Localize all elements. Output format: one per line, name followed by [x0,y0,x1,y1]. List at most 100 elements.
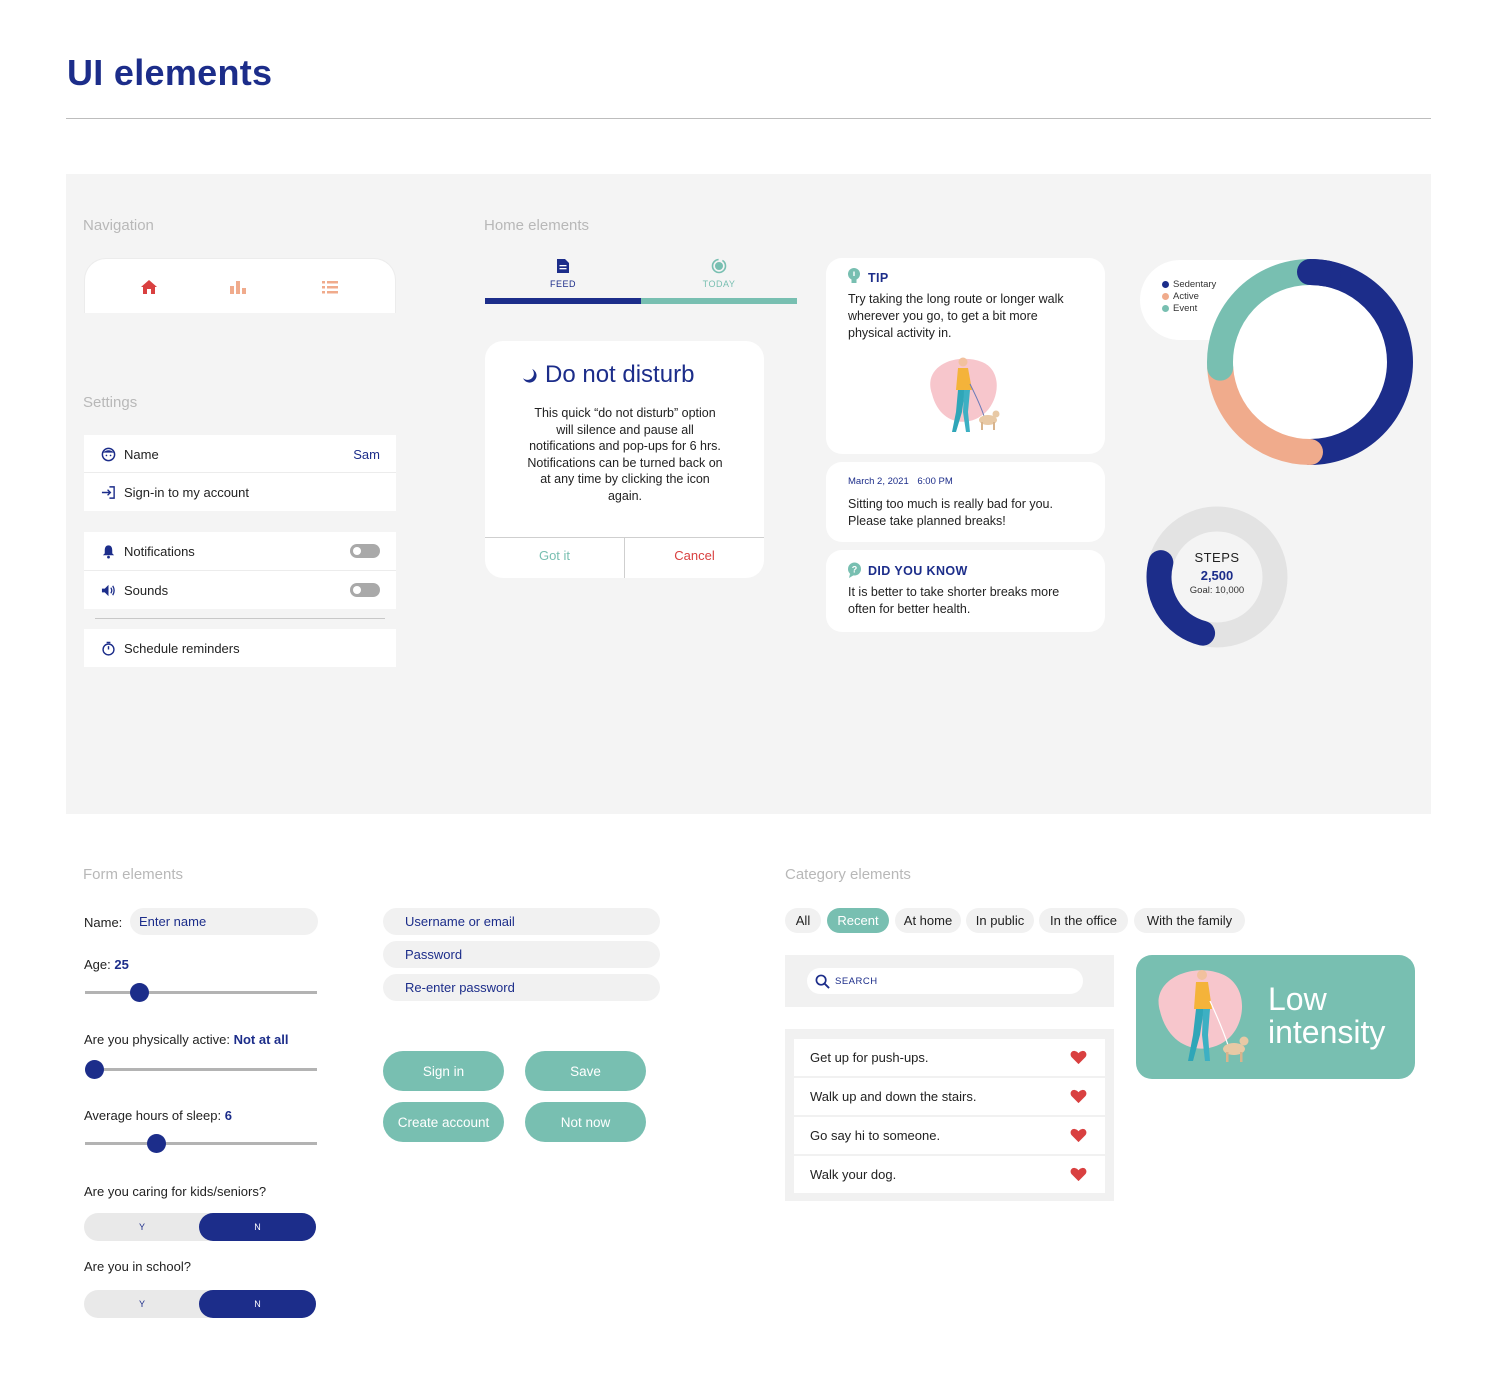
tab-feed[interactable]: FEED [485,258,641,289]
list-icon[interactable] [321,279,339,295]
sign-in-button[interactable]: Sign in [383,1051,504,1091]
heart-icon[interactable] [1070,1050,1087,1065]
target-icon [711,258,727,274]
page-title: UI elements [67,52,273,93]
home-section-label: Home elements [484,217,590,234]
low-intensity-card[interactable]: Low intensity [1136,955,1415,1079]
name-input[interactable]: Enter name [130,908,318,935]
password-input[interactable]: Password [383,941,660,968]
legend-dot [1162,305,1169,312]
sounds-toggle[interactable] [350,583,380,597]
message-date: March 2, 2021 [848,476,909,487]
settings-signin-row[interactable]: Sign-in to my account [84,473,396,511]
dialog-button-divider [624,537,625,578]
legend-label: Sedentary [1173,279,1217,290]
caring-yes-option[interactable]: Y [138,1222,145,1232]
tip-text: Try taking the long route or longer walk… [848,292,1064,340]
age-value: 25 [114,957,129,972]
not-now-button[interactable]: Not now [525,1102,646,1142]
legend-label: Event [1173,303,1198,314]
search-container: SEARCH [785,955,1114,1007]
school-yes-option[interactable]: Y [138,1299,145,1309]
caring-no-option[interactable]: N [199,1213,316,1241]
search-icon [815,974,830,989]
activity-level-label-text: Are you physically active: [84,1032,230,1047]
donut-segment-event [1207,259,1323,381]
tab-feed-label: FEED [549,279,576,289]
tab-today-label: TODAY [702,279,736,289]
category-section-label: Category elements [785,866,911,883]
create-account-button[interactable]: Create account [383,1102,504,1142]
heart-icon[interactable] [1070,1128,1087,1143]
age-slider-knob[interactable] [129,983,149,1002]
settings-name-row[interactable]: Name Sam [84,435,396,473]
got-it-button[interactable]: Got it [485,548,624,563]
username-placeholder: Username or email [405,914,515,929]
bar-chart-icon[interactable] [229,279,247,295]
age-label-text: Age: [84,957,111,972]
chip-with-the-family[interactable]: With the family [1134,908,1245,933]
donut-segment-sedentary [1297,259,1413,465]
activity-level-label: Are you physically active: Not at all [84,1032,288,1047]
chip-in-the-office[interactable]: In the office [1039,908,1128,933]
caring-yes-no-toggle: Y N [84,1213,316,1241]
message-card: March 2, 2021 6:00 PM Sitting too much i… [826,462,1105,542]
name-input-placeholder: Enter name [139,914,207,929]
settings-notifications-row: Notifications [84,532,396,570]
stopwatch-icon [100,640,116,656]
message-time: 6:00 PM [917,476,953,487]
reenter-password-input[interactable]: Re-enter password [383,974,660,1001]
list-item[interactable]: Walk up and down the stairs. [794,1078,1105,1115]
dialog-title: Do not disturb [545,361,695,388]
activity-slider-track[interactable] [85,1068,317,1071]
settings-name-value: Sam [353,446,380,462]
notifications-toggle[interactable] [350,544,380,558]
list-item[interactable]: Walk your dog. [794,1156,1105,1193]
activity-slider-knob[interactable] [85,1060,104,1079]
sleep-slider-knob[interactable] [146,1134,166,1153]
donut-center [1215,267,1405,457]
username-input[interactable]: Username or email [383,908,660,935]
cancel-button[interactable]: Cancel [625,548,764,563]
donut-segment-sedentary-cap [1297,258,1341,287]
home-icon[interactable] [140,279,158,295]
reenter-password-placeholder: Re-enter password [405,980,515,995]
chip-recent[interactable]: Recent [827,908,889,933]
chip-at-home[interactable]: At home [895,908,961,933]
steps-ring-chart [1146,506,1288,648]
steps-ring-progress [1146,550,1216,646]
heart-icon[interactable] [1070,1167,1087,1182]
caring-question: Are you caring for kids/seniors? [84,1184,267,1199]
school-no-option[interactable]: N [199,1290,316,1318]
document-icon [557,259,569,273]
chip-in-public[interactable]: In public [966,908,1034,933]
settings-notifications-label: Notifications [124,543,195,559]
settings-reminders-row[interactable]: Schedule reminders [84,629,396,667]
age-label: Age: 25 [84,957,129,972]
heart-icon[interactable] [1070,1089,1087,1104]
form-section-label: Form elements [83,866,184,883]
face-icon [100,446,116,462]
tab-today[interactable]: TODAY [641,258,797,289]
age-slider-track[interactable] [85,991,317,994]
search-input[interactable]: SEARCH [807,968,1083,994]
message-text: Sitting too much is really bad for you. … [848,497,1053,528]
did-you-know-text: It is better to take shorter breaks more… [848,585,1060,616]
list-item[interactable]: Get up for push-ups. [794,1039,1105,1076]
list-item[interactable]: Go say hi to someone. [794,1117,1105,1154]
sleep-slider-track[interactable] [85,1142,317,1145]
name-field-label: Name: [84,915,123,930]
list-item-text: Go say hi to someone. [810,1128,941,1143]
save-button[interactable]: Save [525,1051,646,1091]
low-intensity-label: Low intensity [1268,981,1386,1050]
dialog-body: This quick “do not disturb” option will … [527,406,723,503]
settings-divider [84,472,396,473]
settings-sounds-row: Sounds [84,571,396,609]
tip-title: TIP [868,271,889,285]
do-not-disturb-dialog: Do not disturb This quick “do not distur… [485,341,764,578]
walking-dog-illustration [930,357,1000,432]
chip-all[interactable]: All [785,908,821,933]
activity-donut-chart [1207,258,1413,465]
settings-section-label: Settings [83,394,138,411]
activity-level-value: Not at all [233,1032,289,1047]
